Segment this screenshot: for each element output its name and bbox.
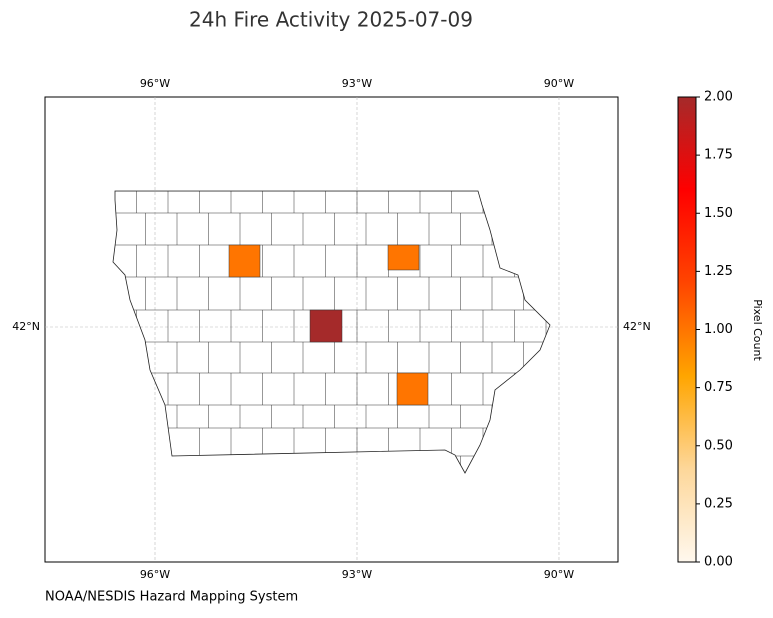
lat-label: 42°N <box>623 320 651 333</box>
county-fire <box>228 244 261 278</box>
lat-label: 42°N <box>12 320 40 333</box>
colorbar-tick-label: 1.00 <box>704 322 733 337</box>
lon-label: 93°W <box>342 77 372 90</box>
colorbar-tick-label: 1.50 <box>704 206 733 221</box>
map-title: 24h Fire Activity 2025-07-09 <box>189 8 473 32</box>
colorbar-tick-label: 0.25 <box>704 496 733 511</box>
colorbar-tick-label: 1.25 <box>704 264 733 279</box>
lon-label: 90°W <box>544 568 574 581</box>
county-fire <box>387 244 420 271</box>
colorbar-tick-label: 1.75 <box>704 148 733 163</box>
colorbar-tick-label: 2.00 <box>704 90 733 105</box>
lon-label: 96°W <box>140 77 170 90</box>
state-outline <box>112 190 551 474</box>
colorbar <box>677 96 697 563</box>
colorbar-tick-label: 0.50 <box>704 438 733 453</box>
colorbar-tick-label: 0.75 <box>704 380 733 395</box>
lon-label: 90°W <box>544 77 574 90</box>
county-fire <box>396 372 429 406</box>
county-fire <box>309 309 343 343</box>
source-note: NOAA/NESDIS Hazard Mapping System <box>45 590 298 605</box>
lon-label: 96°W <box>140 568 170 581</box>
colorbar-label: Pixel Count <box>751 299 764 361</box>
lon-label: 93°W <box>342 568 372 581</box>
colorbar-tick-label: 0.00 <box>704 555 733 570</box>
